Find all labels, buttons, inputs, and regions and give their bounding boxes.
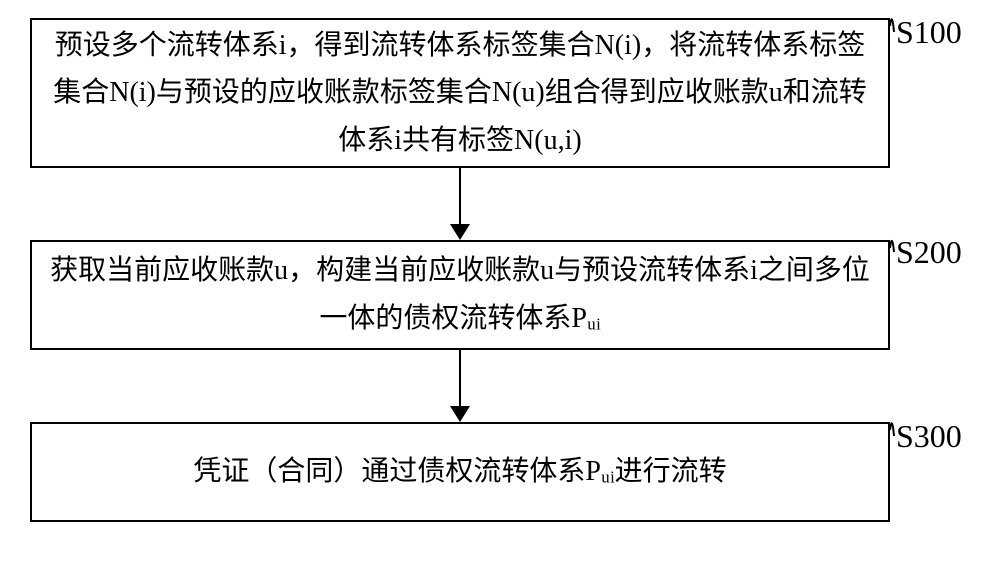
arrow-down-icon <box>450 350 470 422</box>
arrow-1 <box>30 168 890 240</box>
arrow-down-icon <box>450 168 470 240</box>
step-box-s300: 凭证（合同）通过债权流转体系Pᵤᵢ进行流转 <box>30 422 890 522</box>
arrow-2 <box>30 350 890 422</box>
step-label-s300: S300 <box>896 418 962 455</box>
step-text-s300: 凭证（合同）通过债权流转体系Pᵤᵢ进行流转 <box>48 448 872 496</box>
step-box-s100: 预设多个流转体系i，得到流转体系标签集合N(i)，将流转体系标签集合N(i)与预… <box>30 18 890 168</box>
step-label-s100: S100 <box>896 14 962 51</box>
flowchart-container: 预设多个流转体系i，得到流转体系标签集合N(i)，将流转体系标签集合N(i)与预… <box>30 18 960 522</box>
step-label-s200: S200 <box>896 234 962 271</box>
step-text-s200: 获取当前应收账款u，构建当前应收账款u与预设流转体系i之间多位一体的债权流转体系… <box>48 247 872 342</box>
step-text-s100: 预设多个流转体系i，得到流转体系标签集合N(i)，将流转体系标签集合N(i)与预… <box>48 22 872 165</box>
step-box-s200: 获取当前应收账款u，构建当前应收账款u与预设流转体系i之间多位一体的债权流转体系… <box>30 240 890 350</box>
